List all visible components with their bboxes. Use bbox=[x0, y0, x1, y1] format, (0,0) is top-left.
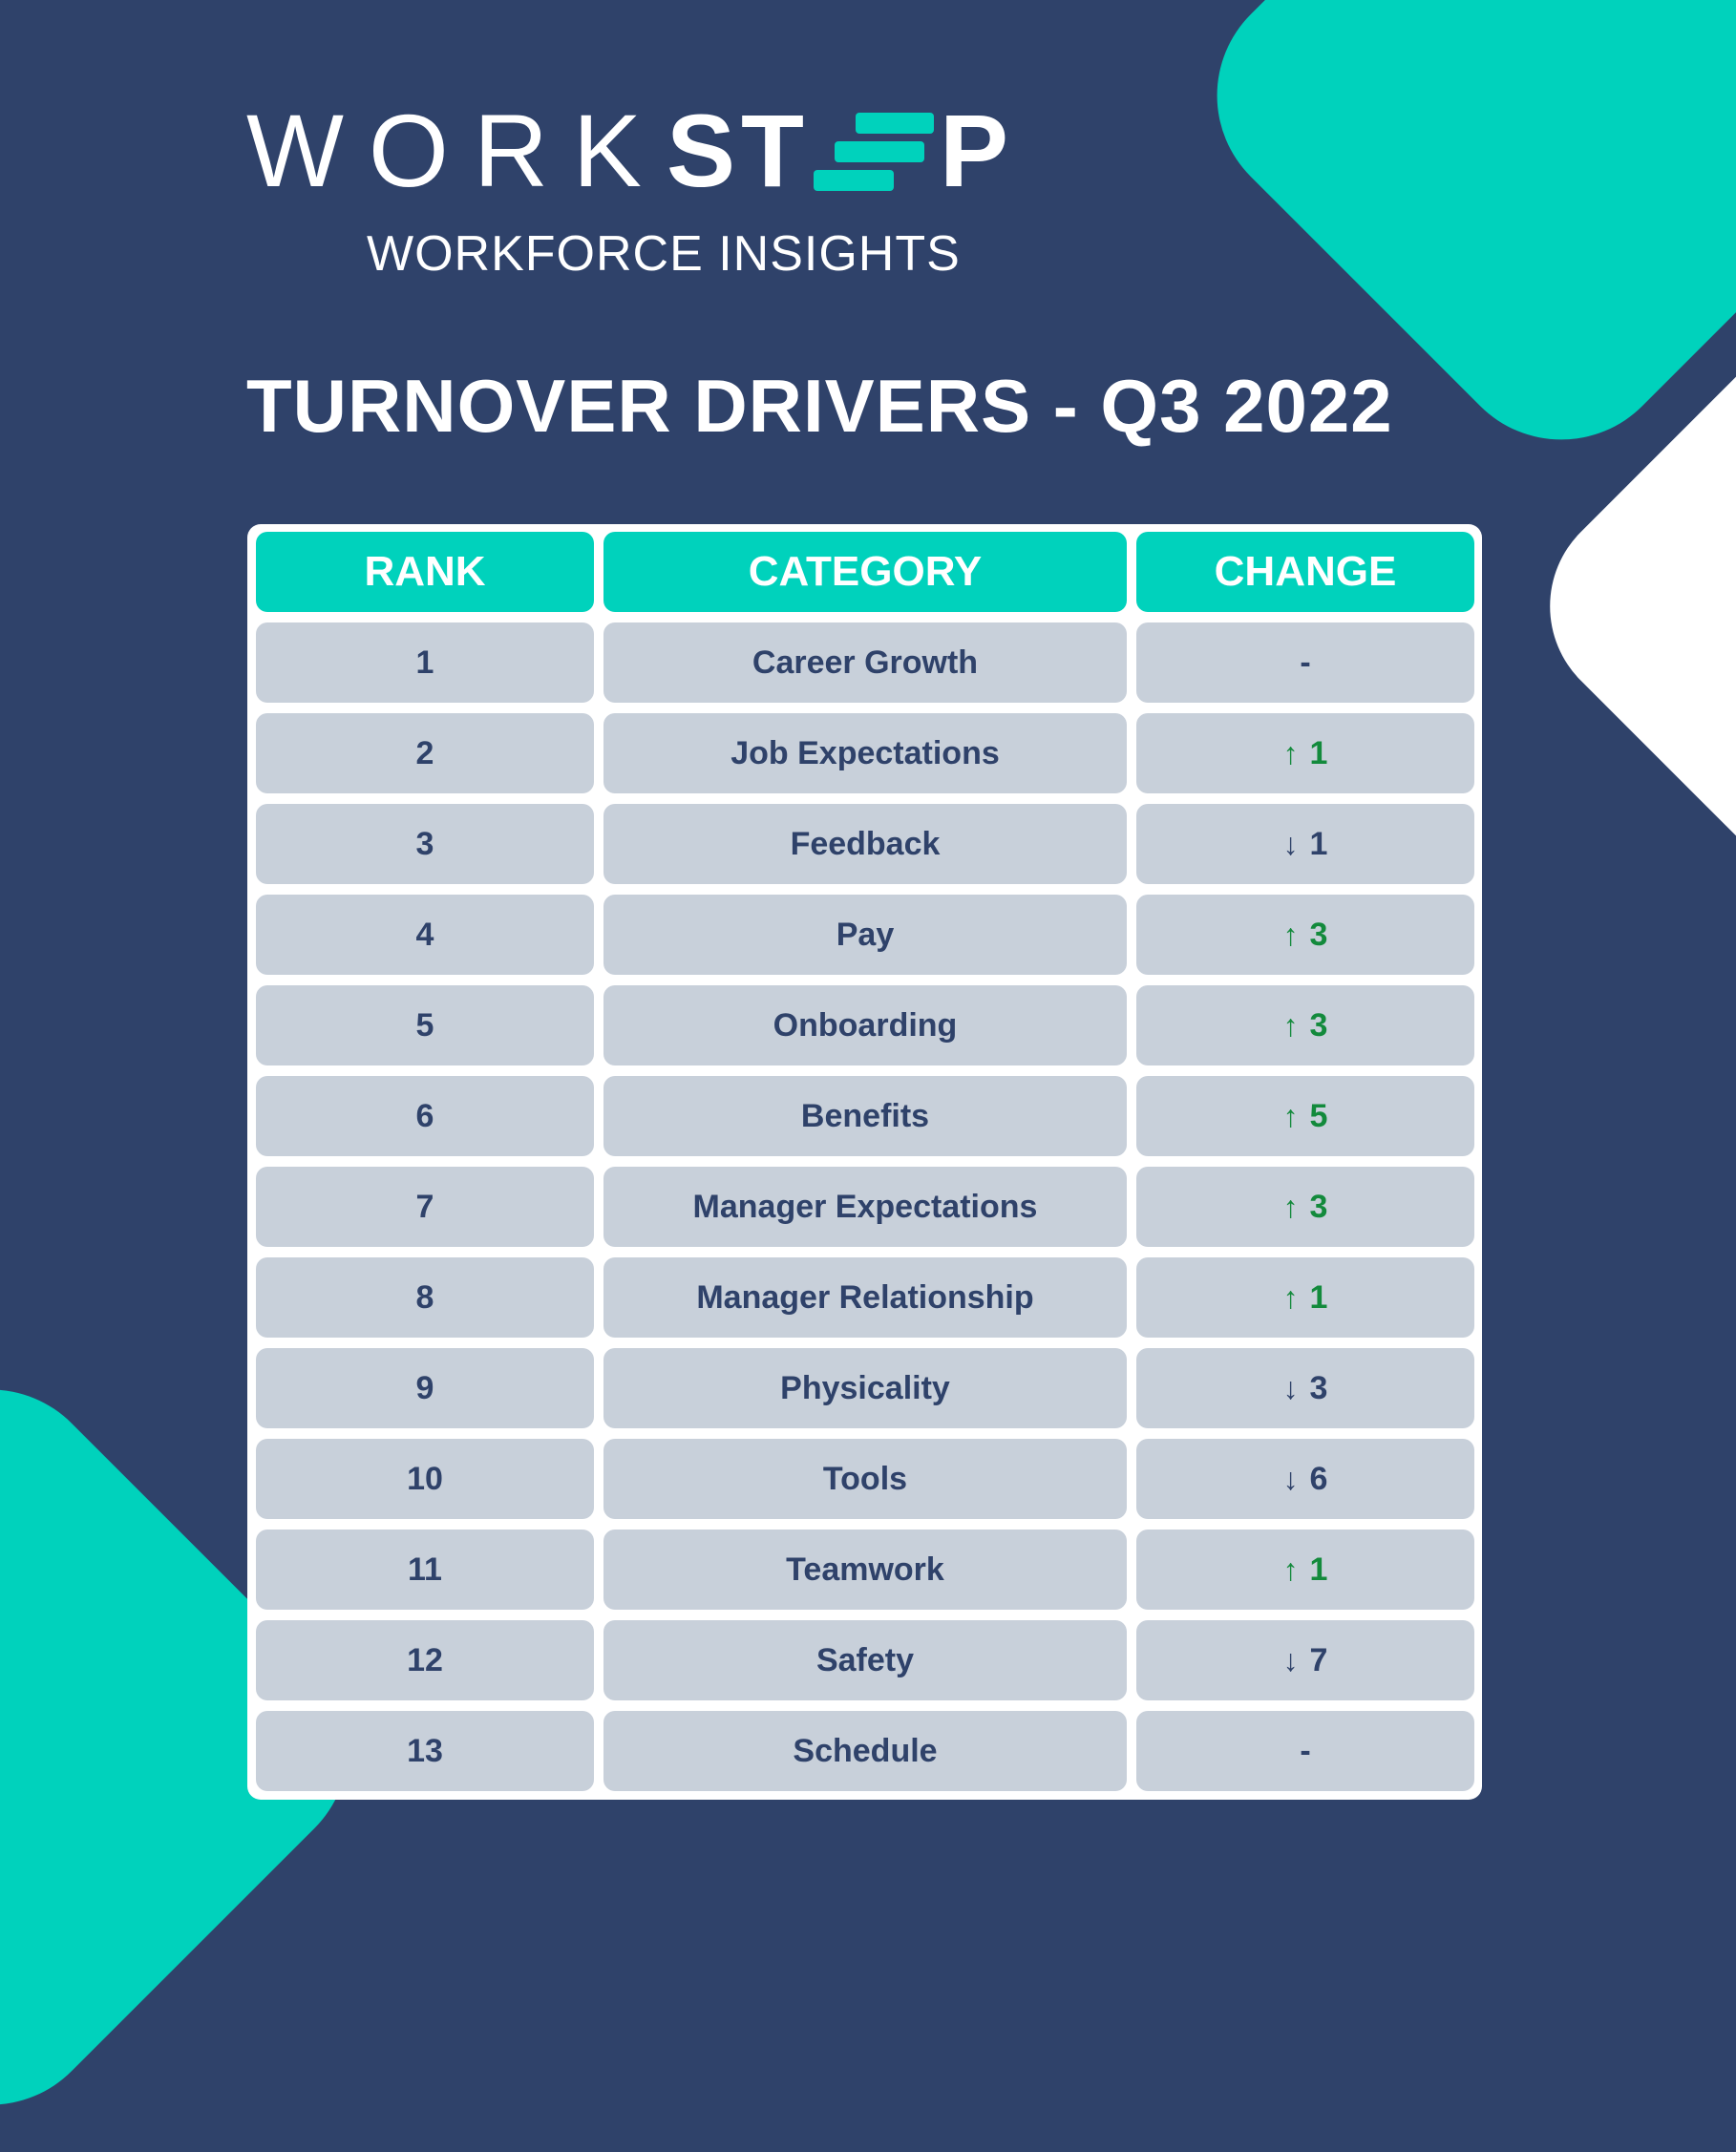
change-value: - bbox=[1300, 1732, 1311, 1769]
header-change: CHANGE bbox=[1136, 532, 1474, 612]
row-1-rank: 1 bbox=[256, 622, 594, 703]
change-value: 3 bbox=[1309, 1188, 1328, 1225]
change-value: 1 bbox=[1309, 1551, 1328, 1588]
change-value: 1 bbox=[1309, 825, 1328, 862]
arrow-up-icon: ↑ bbox=[1282, 735, 1299, 770]
change-value: 3 bbox=[1309, 916, 1328, 953]
row-12-rank: 12 bbox=[256, 1620, 594, 1700]
turnover-drivers-table: RANK CATEGORY CHANGE 1 Career Growth -2 Job Ex… bbox=[247, 524, 1482, 1800]
header-rank: RANK bbox=[256, 532, 594, 612]
row-1-category: Career Growth bbox=[603, 622, 1127, 703]
row-10-category: Tools bbox=[603, 1439, 1127, 1519]
row-7-change: ↑ 3 bbox=[1136, 1167, 1474, 1247]
page-title: TURNOVER DRIVERS - Q3 2022 bbox=[246, 364, 1393, 448]
arrow-up-icon: ↑ bbox=[1282, 917, 1299, 952]
row-3-rank: 3 bbox=[256, 804, 594, 884]
row-6-rank: 6 bbox=[256, 1076, 594, 1156]
row-3-change: ↓ 1 bbox=[1136, 804, 1474, 884]
row-7-category: Manager Expectations bbox=[603, 1167, 1127, 1247]
change-value: 5 bbox=[1309, 1097, 1328, 1134]
row-2-rank: 2 bbox=[256, 713, 594, 793]
arrow-up-icon: ↑ bbox=[1282, 1551, 1299, 1587]
row-13-change: - bbox=[1136, 1711, 1474, 1791]
row-2-change: ↑ 1 bbox=[1136, 713, 1474, 793]
row-8-category: Manager Relationship bbox=[603, 1257, 1127, 1338]
row-2-category: Job Expectations bbox=[603, 713, 1127, 793]
row-8-change: ↑ 1 bbox=[1136, 1257, 1474, 1338]
row-4-change: ↑ 3 bbox=[1136, 895, 1474, 975]
workstep-logo: WORK ST P bbox=[246, 93, 1015, 208]
row-8-rank: 8 bbox=[256, 1257, 594, 1338]
row-13-rank: 13 bbox=[256, 1711, 594, 1791]
row-10-change: ↓ 6 bbox=[1136, 1439, 1474, 1519]
arrow-down-icon: ↓ bbox=[1282, 1370, 1299, 1405]
row-1-change: - bbox=[1136, 622, 1474, 703]
change-value: 6 bbox=[1309, 1460, 1328, 1497]
row-10-rank: 10 bbox=[256, 1439, 594, 1519]
arrow-up-icon: ↑ bbox=[1282, 1279, 1299, 1315]
row-4-category: Pay bbox=[603, 895, 1127, 975]
logo-text-p: P bbox=[940, 93, 1015, 208]
change-value: 1 bbox=[1309, 1278, 1328, 1316]
row-9-change: ↓ 3 bbox=[1136, 1348, 1474, 1428]
row-7-rank: 7 bbox=[256, 1167, 594, 1247]
row-11-category: Teamwork bbox=[603, 1530, 1127, 1610]
header-category: CATEGORY bbox=[603, 532, 1127, 612]
row-9-category: Physicality bbox=[603, 1348, 1127, 1428]
change-value: 3 bbox=[1309, 1006, 1328, 1044]
row-12-change: ↓ 7 bbox=[1136, 1620, 1474, 1700]
row-11-rank: 11 bbox=[256, 1530, 594, 1610]
change-value: - bbox=[1300, 643, 1311, 681]
arrow-down-icon: ↓ bbox=[1282, 1461, 1299, 1496]
arrow-down-icon: ↓ bbox=[1282, 826, 1299, 861]
row-5-category: Onboarding bbox=[603, 985, 1127, 1065]
change-value: 3 bbox=[1309, 1369, 1328, 1406]
row-13-category: Schedule bbox=[603, 1711, 1127, 1791]
row-3-category: Feedback bbox=[603, 804, 1127, 884]
row-4-rank: 4 bbox=[256, 895, 594, 975]
row-9-rank: 9 bbox=[256, 1348, 594, 1428]
arrow-up-icon: ↑ bbox=[1282, 1098, 1299, 1133]
arrow-up-icon: ↑ bbox=[1282, 1007, 1299, 1043]
row-5-change: ↑ 3 bbox=[1136, 985, 1474, 1065]
row-6-category: Benefits bbox=[603, 1076, 1127, 1156]
row-11-change: ↑ 1 bbox=[1136, 1530, 1474, 1610]
row-5-rank: 5 bbox=[256, 985, 594, 1065]
arrow-up-icon: ↑ bbox=[1282, 1189, 1299, 1224]
row-6-change: ↑ 5 bbox=[1136, 1076, 1474, 1156]
brand-subtitle: WORKFORCE INSIGHTS bbox=[367, 226, 961, 282]
arrow-down-icon: ↓ bbox=[1282, 1642, 1299, 1677]
change-value: 7 bbox=[1309, 1641, 1328, 1678]
row-12-category: Safety bbox=[603, 1620, 1127, 1700]
logo-text-work: WORK bbox=[246, 93, 667, 208]
logo-stripes-icon bbox=[812, 109, 934, 193]
logo-text-st: ST bbox=[666, 93, 810, 208]
change-value: 1 bbox=[1309, 734, 1328, 771]
